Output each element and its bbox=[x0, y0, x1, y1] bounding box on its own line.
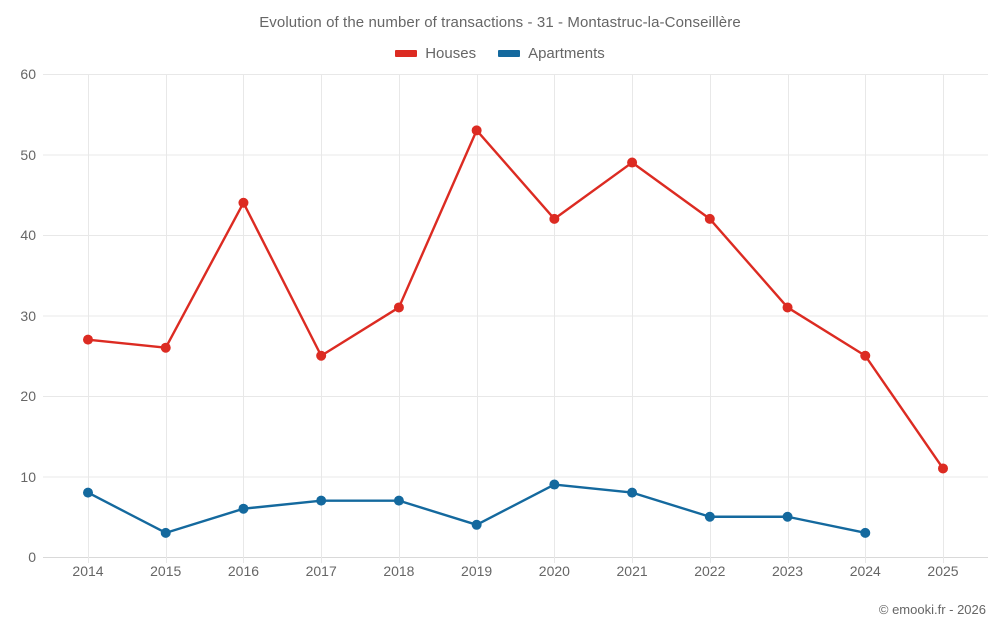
legend-item-label: Houses bbox=[425, 45, 477, 62]
x-axis-tick-label: 2015 bbox=[150, 563, 182, 579]
x-axis-tick-label: 2023 bbox=[771, 563, 804, 579]
x-axis-tick-label: 2018 bbox=[383, 563, 415, 579]
data-point-houses[interactable] bbox=[704, 213, 715, 224]
data-point-apartments[interactable] bbox=[704, 511, 715, 522]
x-axis-tick-label: 2021 bbox=[616, 563, 648, 579]
plot-svg bbox=[43, 74, 988, 563]
data-point-apartments[interactable] bbox=[627, 487, 638, 498]
y-axis-tick-label: 20 bbox=[20, 388, 36, 404]
data-point-apartments[interactable] bbox=[782, 511, 793, 522]
y-axis-tick-label: 40 bbox=[20, 227, 36, 243]
copyright-credit: © emooki.fr - 2026 bbox=[878, 602, 986, 617]
y-axis-tick-label: 60 bbox=[20, 66, 36, 82]
x-axis-tick-label: 2016 bbox=[227, 563, 260, 579]
plot-area bbox=[43, 74, 988, 563]
data-point-apartments[interactable] bbox=[83, 487, 93, 498]
y-axis-tick-label: 0 bbox=[28, 549, 36, 565]
data-point-houses[interactable] bbox=[471, 125, 482, 136]
chart-title: Evolution of the number of transactions … bbox=[259, 14, 741, 31]
y-axis-tick-label: 30 bbox=[20, 307, 36, 324]
data-point-houses[interactable] bbox=[316, 350, 327, 361]
data-point-apartments[interactable] bbox=[549, 479, 560, 490]
gridlines bbox=[43, 74, 988, 563]
x-axis-tick-label: 2014 bbox=[72, 563, 104, 579]
legend-color-swatch bbox=[498, 50, 521, 57]
data-point-apartments[interactable] bbox=[860, 527, 871, 538]
legend-color-swatch bbox=[395, 50, 418, 57]
x-axis-tick-label: 2019 bbox=[461, 563, 493, 579]
data-point-houses[interactable] bbox=[938, 463, 948, 474]
series-line-houses bbox=[86, 129, 945, 470]
x-axis: 2014 2015 2016 2017 2018 2019 2020 2021 2022 2023… bbox=[43, 563, 988, 587]
data-point-apartments[interactable] bbox=[238, 503, 249, 514]
data-point-houses[interactable] bbox=[627, 157, 638, 168]
x-axis-tick-label: 2017 bbox=[305, 563, 337, 579]
x-axis-tick-label: 2022 bbox=[694, 563, 726, 579]
data-point-apartments[interactable] bbox=[471, 519, 482, 530]
data-point-houses[interactable] bbox=[160, 342, 171, 353]
data-point-apartments[interactable] bbox=[160, 527, 171, 538]
data-point-houses[interactable] bbox=[83, 334, 93, 345]
data-point-apartments[interactable] bbox=[316, 495, 327, 506]
data-point-houses[interactable] bbox=[782, 302, 793, 313]
x-axis-tick-label: 2025 bbox=[927, 563, 959, 579]
legend-item-label: Apartments bbox=[528, 45, 605, 62]
y-axis-tick-label: 10 bbox=[20, 468, 36, 485]
data-point-houses[interactable] bbox=[549, 213, 560, 224]
x-axis-tick-label: 2020 bbox=[538, 563, 570, 579]
data-point-houses[interactable] bbox=[860, 350, 871, 361]
x-axis-tick-label: 2024 bbox=[849, 563, 881, 579]
legend-item-houses[interactable]: Houses bbox=[395, 45, 476, 62]
data-point-apartments[interactable] bbox=[393, 495, 404, 506]
legend-item-apartments[interactable]: Apartments bbox=[498, 45, 605, 62]
y-axis: 0 10 20 30 40 50 60 bbox=[0, 66, 36, 565]
data-point-houses[interactable] bbox=[238, 197, 249, 208]
y-axis-tick-label: 50 bbox=[20, 146, 36, 163]
data-series bbox=[83, 125, 948, 538]
chart-legend: Houses Apartments bbox=[0, 45, 1000, 62]
data-point-houses[interactable] bbox=[393, 302, 404, 313]
